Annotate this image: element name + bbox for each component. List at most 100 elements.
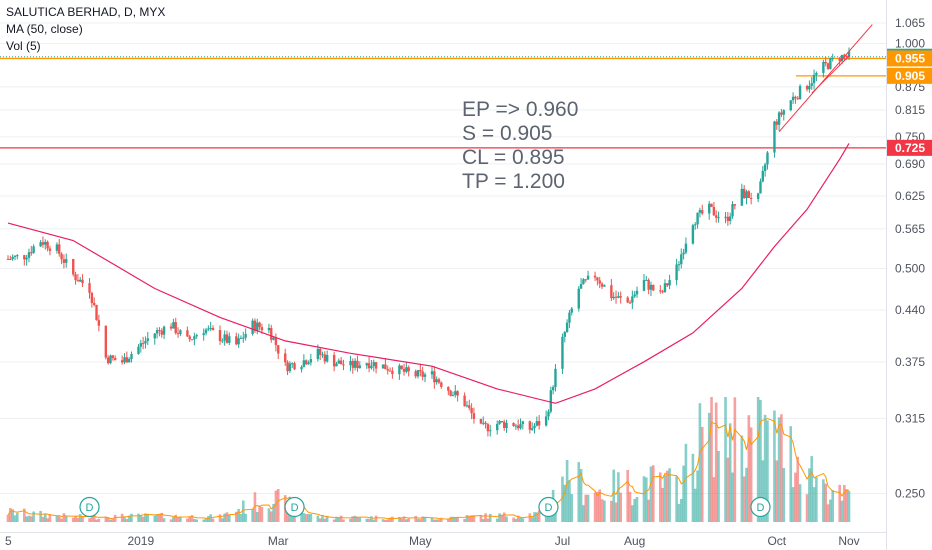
candle-body[interactable] [318,348,322,355]
candle-body[interactable] [169,326,173,329]
candle-body[interactable] [221,340,224,342]
candle-body[interactable] [489,430,492,432]
candle-body[interactable] [258,322,261,328]
candle-body[interactable] [521,421,525,425]
candle-body[interactable] [649,284,653,290]
candle-body[interactable] [335,363,338,367]
candle-body[interactable] [251,320,254,335]
candle-body[interactable] [598,280,601,284]
candle-body[interactable] [304,360,308,365]
candle-body[interactable] [139,343,142,347]
dividend-marker[interactable] [284,496,305,518]
candle-body[interactable] [659,290,662,292]
candle-body[interactable] [780,112,783,115]
candle-body[interactable] [645,279,648,281]
candle-body[interactable] [808,85,811,90]
candle-body[interactable] [407,367,410,372]
candle-body[interactable] [747,191,751,198]
candle-body[interactable] [565,322,569,333]
candle-body[interactable] [321,354,324,356]
candle-body[interactable] [272,337,275,340]
candle-body[interactable] [286,362,289,372]
candle-body[interactable] [773,121,776,153]
candle-body[interactable] [302,360,306,367]
candle-body[interactable] [756,193,760,199]
candle-body[interactable] [775,121,778,125]
candle-body[interactable] [190,339,194,341]
candle-body[interactable] [579,283,583,289]
candle-body[interactable] [498,420,501,424]
volume-indicator-label[interactable]: Vol (5) [6,39,41,53]
candle-body[interactable] [666,283,669,286]
candle-body[interactable] [822,61,825,73]
candle-body[interactable] [337,360,341,364]
candle-body[interactable] [235,336,238,345]
candle-body[interactable] [405,367,408,372]
candle-body[interactable] [761,170,765,182]
candle-body[interactable] [46,241,49,249]
candle-body[interactable] [456,391,459,396]
candle-body[interactable] [472,413,476,419]
candle-body[interactable] [789,100,792,111]
dividend-marker[interactable] [750,496,771,518]
candle-body[interactable] [88,283,91,293]
candle-body[interactable] [561,336,564,369]
candle-body[interactable] [698,210,702,213]
candle-body[interactable] [715,215,718,218]
candle-body[interactable] [652,284,655,291]
candle-body[interactable] [9,258,12,260]
candle-body[interactable] [16,255,19,257]
candle-body[interactable] [339,360,343,365]
candle-body[interactable] [794,96,797,99]
candle-body[interactable] [619,296,622,298]
candle-body[interactable] [691,225,695,244]
candle-body[interactable] [726,216,730,221]
candle-body[interactable] [342,364,345,366]
candle-body[interactable] [617,296,620,298]
candle-body[interactable] [81,279,84,284]
candle-body[interactable] [626,297,629,303]
candle-body[interactable] [512,423,515,426]
candle-body[interactable] [528,421,532,430]
candle-body[interactable] [843,54,846,56]
candle-body[interactable] [614,296,618,298]
candle-body[interactable] [137,346,140,354]
candle-body[interactable] [419,370,422,372]
candle-body[interactable] [239,337,243,339]
candle-body[interactable] [155,330,159,334]
candle-body[interactable] [288,363,292,372]
candle-body[interactable] [535,421,539,426]
candle-body[interactable] [211,327,215,331]
candle-body[interactable] [694,224,697,226]
candle-body[interactable] [141,343,145,345]
candle-body[interactable] [766,152,769,165]
candle-body[interactable] [449,390,452,396]
candle-body[interactable] [600,283,604,287]
candle-body[interactable] [13,255,17,257]
candle-body[interactable] [642,280,646,291]
candle-body[interactable] [209,327,212,329]
candle-body[interactable] [284,353,287,363]
candle-body[interactable] [463,395,466,407]
candle-body[interactable] [421,371,424,377]
candle-body[interactable] [267,327,271,331]
candle-body[interactable] [582,279,585,284]
candle-body[interactable] [668,280,671,286]
candle-body[interactable] [435,379,438,383]
candle-body[interactable] [300,366,303,370]
candle-body[interactable] [391,370,394,375]
candle-body[interactable] [677,264,681,266]
candle-body[interactable] [745,191,748,199]
candle-body[interactable] [48,248,52,251]
candle-body[interactable] [824,61,827,64]
candle-body[interactable] [603,285,606,287]
candle-body[interactable] [503,421,506,428]
candle-body[interactable] [610,285,613,299]
candle-body[interactable] [174,322,177,334]
candle-body[interactable] [791,96,795,101]
candle-body[interactable] [815,72,818,75]
candle-body[interactable] [179,330,182,334]
candle-body[interactable] [125,357,129,363]
candle-body[interactable] [204,329,208,334]
candle-body[interactable] [544,416,548,426]
